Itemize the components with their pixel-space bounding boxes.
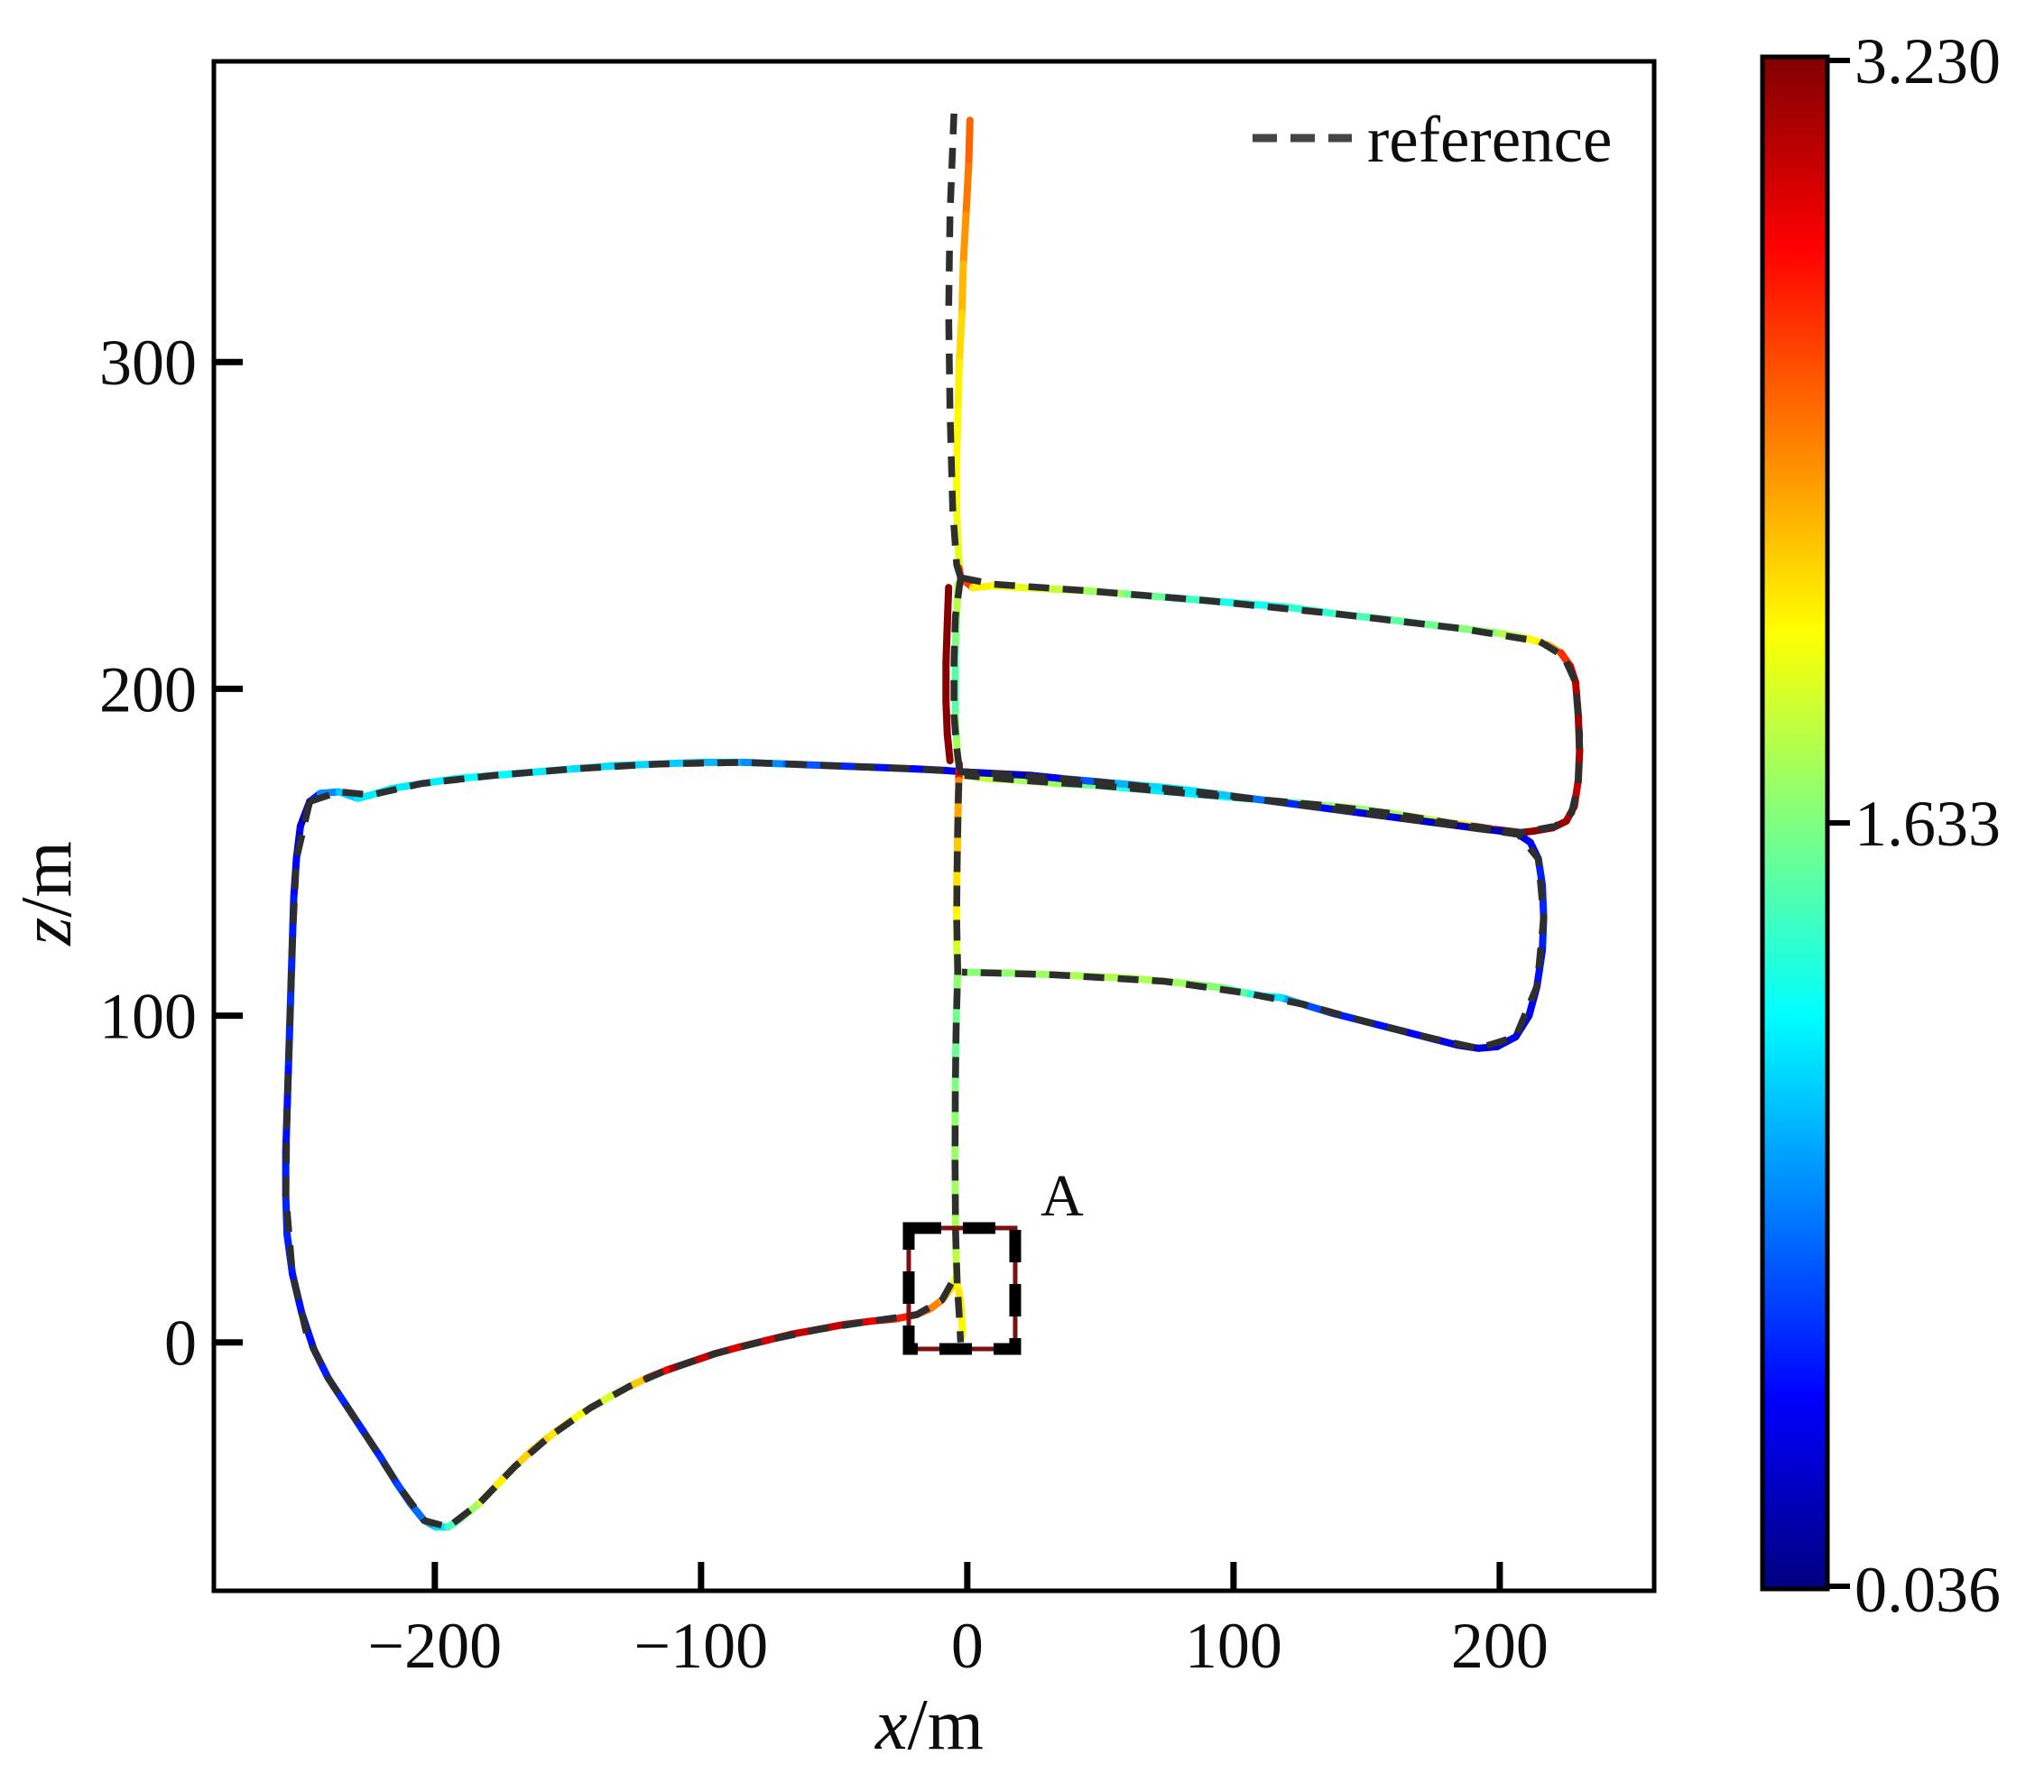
y-tick-label-200: 200 bbox=[99, 653, 197, 725]
colorbar-label-max: 3.230 bbox=[1854, 25, 2001, 97]
reference-trajectory-dashed bbox=[282, 113, 1584, 1531]
y-tick-label-300: 300 bbox=[99, 327, 197, 399]
error-colored-trajectory bbox=[282, 116, 1584, 1531]
region-a-box bbox=[902, 1222, 1022, 1355]
reference-path-0 bbox=[945, 113, 965, 579]
reference-path-4 bbox=[282, 800, 960, 1531]
trajectory-segment-top-vertical bbox=[959, 211, 970, 268]
reference-path-1 bbox=[959, 574, 1584, 836]
trajectory-segment-top-vertical bbox=[962, 162, 973, 219]
x-axis-title-unit: /m bbox=[908, 1686, 984, 1765]
trajectory-segment-top-vertical bbox=[957, 260, 967, 317]
x-axis-title-var: x bbox=[874, 1686, 908, 1765]
y-axis-title: z/m bbox=[7, 841, 87, 947]
x-tick-label-0: 0 bbox=[951, 1610, 984, 1682]
reference-path-3 bbox=[950, 577, 965, 1343]
x-tick-label--200: −200 bbox=[368, 1610, 503, 1682]
reference-path-2 bbox=[309, 759, 1548, 1052]
x-axis-title: x/m bbox=[874, 1686, 984, 1765]
legend-label: reference bbox=[1367, 103, 1612, 176]
trajectory-segment-top-vertical bbox=[956, 309, 966, 366]
axis-tick-labels: −200 −100 0 100 200 0 100 200 300 bbox=[99, 327, 1549, 1682]
trajectory-segment-vertical-pair-maroon bbox=[943, 731, 954, 765]
trajectory-segment-top-vertical bbox=[965, 116, 974, 170]
x-tick-label--100: −100 bbox=[634, 1610, 769, 1682]
region-a-label: A bbox=[1040, 1163, 1084, 1229]
colorbar-gradient bbox=[1762, 57, 1827, 1589]
legend: reference bbox=[1253, 103, 1612, 176]
axes-border bbox=[211, 59, 1657, 1593]
y-tick-label-100: 100 bbox=[99, 981, 197, 1053]
y-axis-title-unit: /m bbox=[7, 841, 87, 917]
x-tick-label-200: 200 bbox=[1451, 1610, 1549, 1682]
trajectory-segment-vertical-pair-maroon bbox=[942, 619, 951, 667]
y-axis-title-var: z bbox=[7, 918, 87, 947]
colorbar-label-mid: 1.633 bbox=[1854, 788, 2001, 860]
axis-ticks bbox=[214, 358, 1503, 1591]
trajectory-segment-vertical-pair-maroon bbox=[942, 697, 951, 739]
colorbar-label-min: 0.036 bbox=[1854, 1554, 2001, 1626]
colorbar: 3.230 1.633 0.036 bbox=[1760, 25, 2001, 1626]
y-tick-label-0: 0 bbox=[164, 1307, 197, 1380]
region-a-box-dashed bbox=[902, 1222, 1022, 1355]
x-tick-label-100: 100 bbox=[1185, 1610, 1282, 1682]
trajectory-segment-top-vertical bbox=[954, 358, 964, 415]
